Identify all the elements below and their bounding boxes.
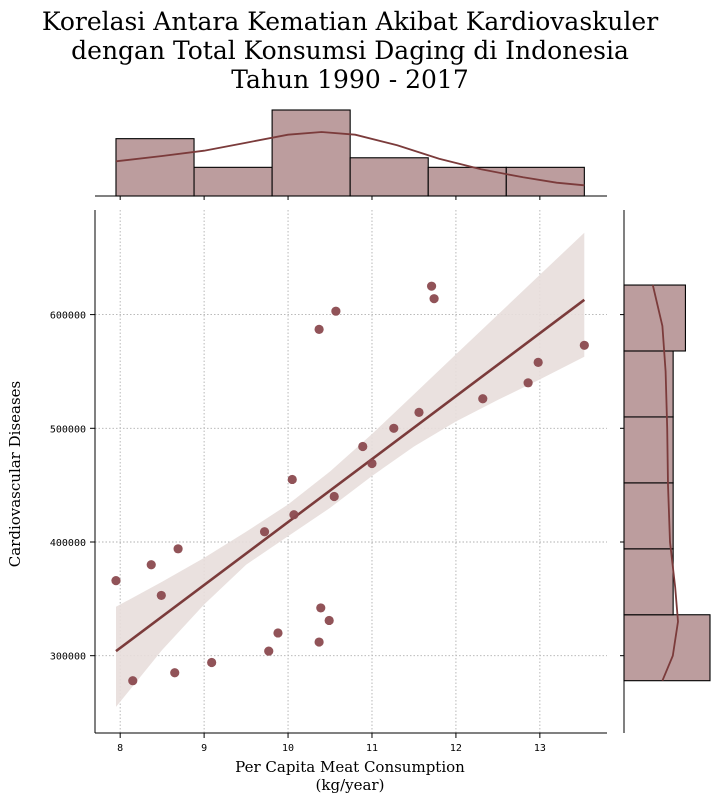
data-point <box>426 281 437 291</box>
y-hist-bar <box>623 548 674 616</box>
x-hist-bar <box>115 138 195 197</box>
x-kde-curve <box>115 131 585 187</box>
scatter-plot-area: 8 9 10 11 12 13 300000 400000 500000 600000 <box>50 210 607 754</box>
x-axis-label-line-1: Per Capita Meat Consumption <box>235 758 465 776</box>
y-axis-label: Cardiovascular Diseases <box>6 381 24 568</box>
y-tick-label: 500000 <box>50 424 86 435</box>
y-hist-bar <box>623 416 674 484</box>
data-point <box>287 474 297 485</box>
regression-confidence-band <box>116 232 585 707</box>
x-tick-label: 12 <box>450 743 462 754</box>
data-point <box>414 407 424 417</box>
y-tick-label: 300000 <box>50 652 86 663</box>
scatter-points <box>111 281 589 686</box>
x-hist-bar <box>193 166 273 197</box>
y-hist-bar <box>623 482 674 550</box>
y-marginal-histogram <box>620 210 711 733</box>
data-point <box>207 657 217 668</box>
data-point <box>314 324 324 334</box>
data-point <box>259 527 270 537</box>
data-point <box>146 560 156 570</box>
y-tick-label: 400000 <box>50 538 86 549</box>
data-point <box>389 423 399 433</box>
data-point <box>358 441 368 452</box>
data-point <box>128 676 138 686</box>
data-point <box>523 378 533 388</box>
x-tick-label: 10 <box>282 743 294 754</box>
main-axes <box>94 210 607 734</box>
x-marginal-histogram <box>95 109 607 200</box>
x-tick-label: 13 <box>534 743 546 754</box>
data-point <box>429 294 439 304</box>
chart-title-line-3: Tahun 1990 - 2017 <box>231 65 468 94</box>
data-point <box>329 491 339 502</box>
x-hist-bar <box>349 157 429 197</box>
y-kde-curve <box>651 284 679 682</box>
data-point <box>316 603 326 613</box>
data-point <box>314 637 324 647</box>
data-point <box>264 646 274 656</box>
data-point <box>324 615 334 626</box>
data-point <box>478 394 488 404</box>
x-tick-label: 11 <box>366 743 378 754</box>
y-axis-ticks: 300000 400000 500000 600000 <box>50 311 95 663</box>
data-point <box>156 590 166 601</box>
data-point <box>579 340 589 350</box>
x-hist-bar <box>271 109 351 197</box>
data-point <box>533 357 543 367</box>
data-point <box>289 510 299 520</box>
regression-line <box>115 298 586 653</box>
data-point <box>111 576 121 586</box>
x-axis-ticks: 8 9 10 11 12 13 <box>117 733 546 754</box>
chart-title-line-2: dengan Total Konsumsi Daging di Indonesi… <box>71 36 629 65</box>
x-tick-label: 8 <box>117 743 123 754</box>
data-point <box>173 544 183 554</box>
data-point <box>331 306 341 316</box>
data-point <box>170 668 180 678</box>
x-axis-label-line-2: (kg/year) <box>316 776 385 794</box>
chart-title: Korelasi Antara Kematian Akibat Kardiova… <box>42 7 658 94</box>
y-tick-label: 600000 <box>50 311 86 322</box>
x-tick-label: 9 <box>201 743 207 754</box>
data-point <box>367 458 377 469</box>
data-point <box>273 628 283 638</box>
grid-lines <box>95 210 607 733</box>
chart-title-line-1: Korelasi Antara Kematian Akibat Kardiova… <box>42 7 658 36</box>
